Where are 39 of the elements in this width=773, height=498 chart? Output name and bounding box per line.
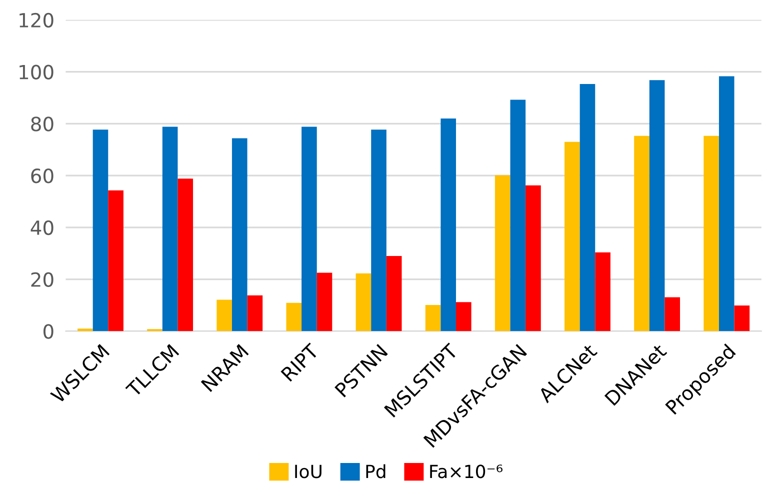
bar (286, 302, 302, 332)
bar (634, 136, 650, 332)
y-tick-label: 0 (44, 324, 54, 339)
legend-label: IoU (295, 464, 322, 478)
bar (718, 76, 734, 332)
bar (371, 130, 386, 332)
y-tick-label: 100 (20, 64, 54, 80)
bar (704, 136, 719, 332)
bar (526, 185, 541, 332)
bar (456, 302, 472, 332)
bar (494, 175, 510, 332)
bar (316, 272, 332, 332)
bar (302, 126, 317, 332)
bar (440, 118, 456, 332)
bar (356, 273, 372, 332)
bar (734, 305, 750, 332)
y-tick-label: 80 (31, 116, 54, 132)
bar (108, 190, 124, 332)
y-tick-label: 60 (31, 168, 54, 184)
bar (232, 138, 248, 332)
y-tick-label: 40 (30, 220, 54, 236)
legend-label: Fa×10⁻⁶ (430, 464, 502, 478)
bar (162, 126, 178, 332)
y-tick-label: 120 (20, 12, 54, 28)
bar (580, 84, 596, 332)
bar (425, 304, 441, 332)
bar (247, 295, 263, 332)
bar (649, 80, 665, 332)
legend-label: Pd (366, 464, 386, 478)
bar (178, 178, 194, 332)
bar (564, 142, 580, 332)
bar (386, 256, 402, 332)
bar (78, 328, 93, 332)
y-tick-label: 20 (31, 272, 54, 287)
bar (216, 300, 232, 332)
bar (664, 297, 680, 332)
bar (92, 130, 108, 332)
bar (510, 100, 526, 332)
bar (595, 252, 610, 332)
